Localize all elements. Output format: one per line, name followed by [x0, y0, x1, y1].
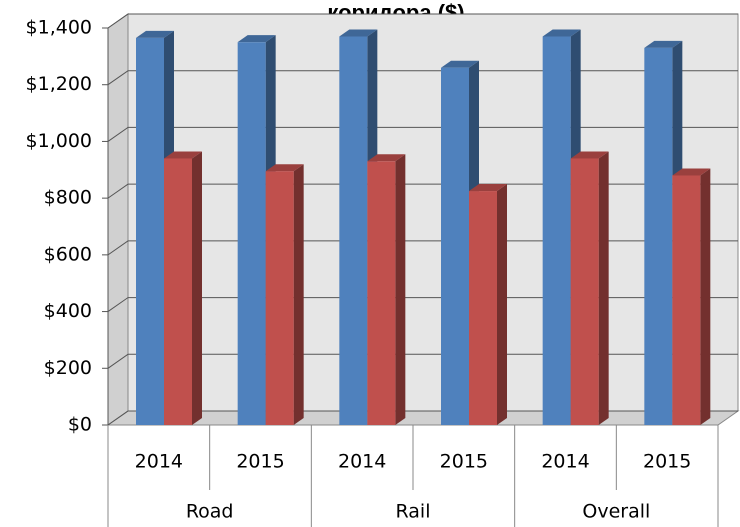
group-label: Road — [186, 501, 234, 523]
y-tick-label: $1,400 — [26, 17, 92, 39]
bar-top — [367, 154, 406, 162]
x-tick-label: 2015 — [236, 451, 284, 473]
bar-side — [497, 184, 507, 425]
bar-side — [395, 154, 406, 425]
y-tick-label: $1,200 — [26, 73, 92, 95]
bar-side — [293, 164, 304, 426]
floor — [106, 410, 740, 426]
bar — [339, 36, 368, 425]
bar — [441, 67, 469, 425]
bar — [265, 171, 294, 425]
x-tick-label: 2014 — [541, 451, 589, 473]
bar-side — [192, 151, 202, 425]
x-tick-label: 2015 — [440, 451, 488, 473]
bar — [644, 47, 673, 425]
grid-line — [107, 126, 738, 142]
y-tick-label: $0 — [68, 414, 92, 436]
y-tick-label: $800 — [44, 187, 92, 209]
y-tick-label: $400 — [44, 300, 92, 322]
grid-line — [107, 13, 738, 29]
grid-line — [107, 70, 738, 86]
bar — [542, 36, 571, 425]
group-label: Overall — [582, 501, 650, 523]
y-tick-label: $600 — [44, 243, 92, 265]
grid-line — [107, 297, 738, 312]
bar — [570, 158, 599, 425]
bar-top — [644, 40, 683, 48]
bar — [136, 37, 164, 426]
bar-top — [265, 164, 304, 172]
bar-side — [700, 168, 711, 425]
bar-top — [441, 60, 479, 68]
bar — [237, 42, 266, 426]
bar-top — [469, 184, 507, 192]
grid-line — [107, 410, 738, 426]
grid-line — [107, 240, 738, 256]
grid-line — [107, 183, 738, 199]
bar — [164, 158, 192, 425]
bar — [469, 191, 497, 425]
grid-line — [107, 353, 738, 369]
x-tick-label: 2014 — [338, 451, 386, 473]
bar-top — [542, 29, 581, 37]
bar-top — [164, 151, 202, 159]
side-wall — [107, 13, 129, 426]
bar — [672, 175, 701, 425]
bar-top — [339, 29, 378, 37]
bar — [367, 161, 396, 425]
bar-top — [136, 30, 174, 38]
x-tick-label: 2014 — [135, 451, 183, 473]
bar-top — [237, 35, 276, 43]
x-tick-label: 2015 — [643, 451, 691, 473]
bar-top — [672, 168, 711, 176]
group-label: Rail — [396, 501, 431, 523]
y-tick-label: $200 — [44, 357, 92, 379]
y-tick-label: $1,000 — [26, 130, 92, 152]
bar-top — [570, 151, 609, 159]
bar-side — [598, 151, 609, 425]
